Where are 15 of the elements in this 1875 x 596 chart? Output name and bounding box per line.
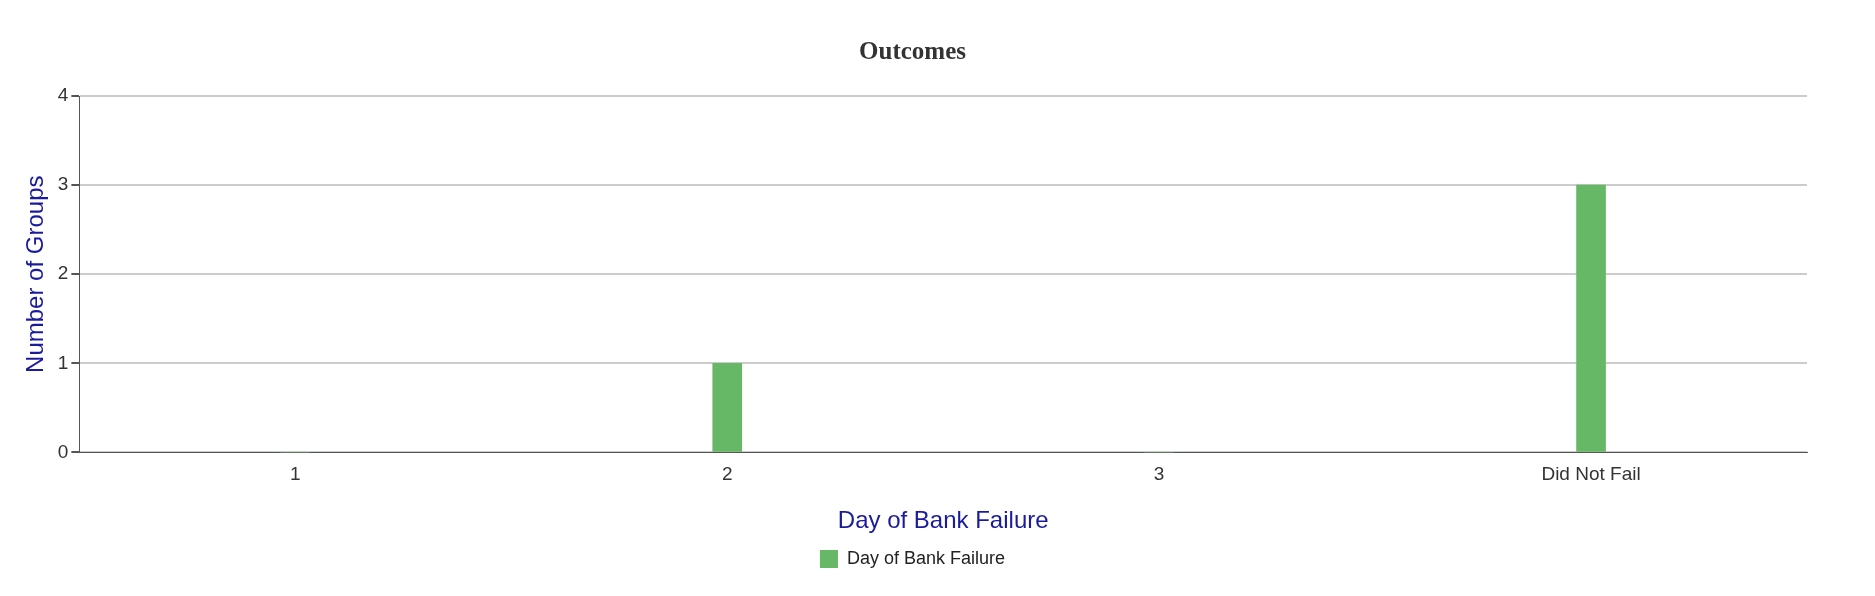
y-axis-title: Number of Groups [21, 175, 49, 373]
x-axis-title: Day of Bank Failure [837, 506, 1049, 534]
x-tick-label: 3 [1153, 463, 1165, 485]
y-tick-label: 3 [57, 173, 69, 195]
x-tick-label: Did Not Fail [1541, 463, 1641, 485]
y-tick-label: 1 [57, 351, 69, 373]
bar [1576, 184, 1606, 452]
chart-title: Outcomes [859, 37, 967, 65]
bar [712, 362, 743, 452]
x-tick-label: 2 [721, 463, 733, 485]
x-tick-label: 1 [290, 463, 301, 485]
y-tick-label: 2 [57, 262, 69, 284]
y-tick-label: 4 [57, 84, 69, 106]
y-tick-label: 0 [57, 440, 69, 462]
legend-label: Day of Bank Failure [846, 547, 1006, 568]
